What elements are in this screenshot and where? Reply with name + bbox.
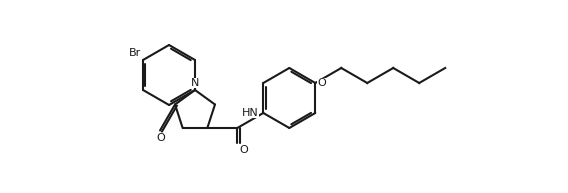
Text: O: O xyxy=(157,134,165,143)
Text: O: O xyxy=(318,78,326,88)
Text: O: O xyxy=(239,145,248,155)
Text: N: N xyxy=(191,78,199,88)
Text: Br: Br xyxy=(129,48,141,58)
Text: HN: HN xyxy=(242,108,258,119)
